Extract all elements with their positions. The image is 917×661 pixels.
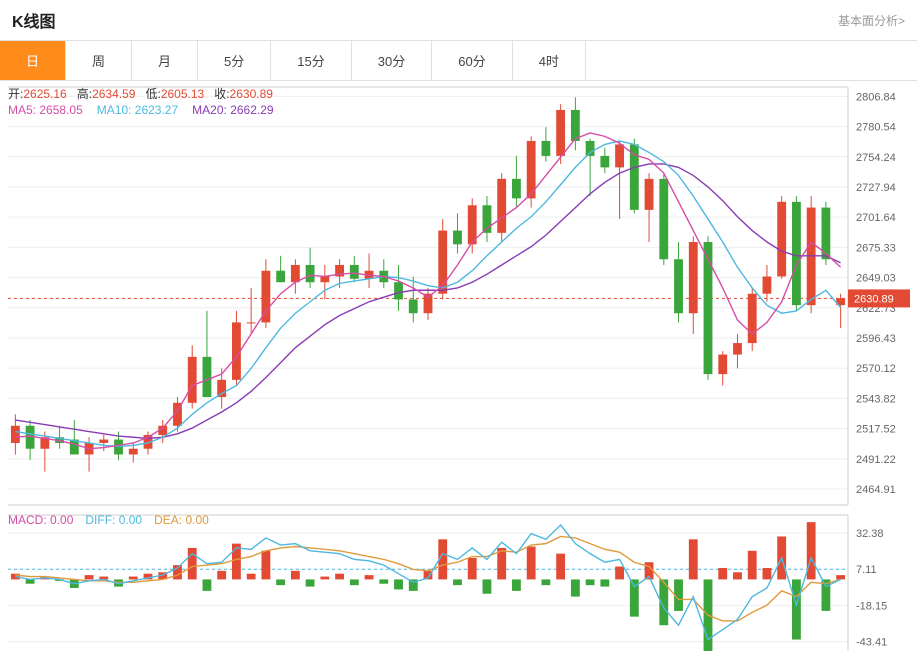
macd-readout: MACD: 0.00 DIFF: 0.00 DEA: 0.00: [8, 513, 209, 527]
svg-text:-43.41: -43.41: [856, 637, 887, 649]
ohlc-readout: 开:2625.16 高:2634.59 低:2605.13 收:2630.89: [8, 85, 273, 102]
svg-text:2491.22: 2491.22: [856, 454, 896, 466]
svg-text:2630.89: 2630.89: [854, 293, 894, 305]
svg-text:2806.84: 2806.84: [856, 91, 896, 103]
svg-text:7.11: 7.11: [856, 564, 877, 576]
tab-日[interactable]: 日: [0, 41, 66, 80]
svg-text:2701.64: 2701.64: [856, 212, 896, 224]
tab-30分[interactable]: 30分: [352, 41, 432, 80]
page-title: K线图: [12, 8, 56, 32]
macd-chart[interactable]: MACD: 0.00 DIFF: 0.00 DEA: 0.00 -43.41 -1…: [0, 511, 917, 661]
tab-周[interactable]: 周: [66, 41, 132, 80]
analysis-link[interactable]: 基本面分析>: [838, 12, 905, 29]
svg-text:2780.54: 2780.54: [856, 122, 896, 134]
ma-readout: MA5: 2658.05 MA10: 2623.27 MA20: 2662.29: [8, 103, 274, 117]
main-chart-svg: 2464.91 2491.22 2517.52 2543.82 2570.12 2596.…: [0, 81, 917, 511]
svg-text:2754.24: 2754.24: [856, 152, 896, 164]
svg-text:2727.94: 2727.94: [856, 182, 896, 194]
svg-text:2649.03: 2649.03: [856, 273, 896, 285]
tab-4时[interactable]: 4时: [513, 41, 586, 80]
tab-5分[interactable]: 5分: [198, 41, 271, 80]
macd-svg: -43.41 -18.15 7.11 32.38: [0, 511, 917, 661]
svg-text:32.38: 32.38: [856, 528, 884, 540]
svg-text:2596.43: 2596.43: [856, 333, 896, 345]
tab-60分[interactable]: 60分: [432, 41, 512, 80]
tab-月[interactable]: 月: [132, 41, 198, 80]
svg-text:2543.82: 2543.82: [856, 393, 896, 405]
svg-text:2517.52: 2517.52: [856, 424, 896, 436]
svg-text:-18.15: -18.15: [856, 600, 887, 612]
tab-15分[interactable]: 15分: [271, 41, 351, 80]
svg-text:2570.12: 2570.12: [856, 363, 896, 375]
candlestick-chart[interactable]: 开:2625.16 高:2634.59 低:2605.13 收:2630.89 …: [0, 81, 917, 511]
svg-text:2675.33: 2675.33: [856, 242, 896, 254]
timeframe-tabs: 日周月5分15分30分60分4时: [0, 41, 917, 81]
svg-text:2464.91: 2464.91: [856, 484, 896, 496]
